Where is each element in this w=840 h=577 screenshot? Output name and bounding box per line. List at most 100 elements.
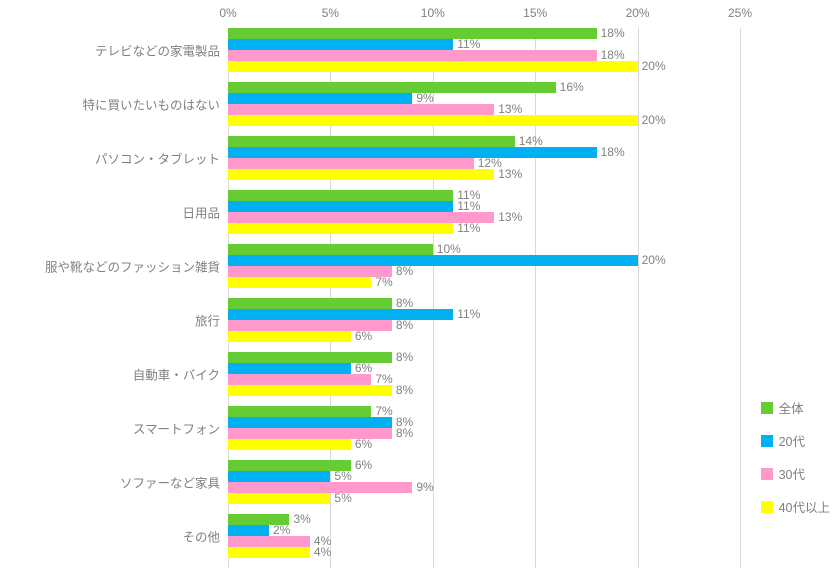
bar bbox=[228, 82, 556, 93]
bar bbox=[228, 417, 392, 428]
bar-value-label: 8% bbox=[392, 385, 413, 396]
bar-value-label: 20% bbox=[638, 61, 666, 72]
bar-value-label: 18% bbox=[597, 147, 625, 158]
plot-area: 18%11%18%20%16%9%13%20%14%18%12%13%11%11… bbox=[228, 28, 740, 568]
bar-value-label: 16% bbox=[556, 82, 584, 93]
bar bbox=[228, 363, 351, 374]
bar-value-label: 20% bbox=[638, 115, 666, 126]
bar bbox=[228, 439, 351, 450]
bar bbox=[228, 223, 453, 234]
bar-value-label: 8% bbox=[392, 352, 413, 363]
legend-swatch bbox=[761, 468, 773, 480]
bar bbox=[228, 115, 638, 126]
bar-value-label: 5% bbox=[330, 493, 351, 504]
bar bbox=[228, 547, 310, 558]
bar bbox=[228, 136, 515, 147]
legend-item: 20代 bbox=[761, 431, 830, 450]
bar-value-label: 13% bbox=[494, 169, 522, 180]
category-label: スマートフォン bbox=[0, 419, 220, 438]
category-label: パソコン・タブレット bbox=[0, 149, 220, 168]
bar-value-label: 13% bbox=[494, 104, 522, 115]
bar bbox=[228, 277, 371, 288]
bar bbox=[228, 536, 310, 547]
legend-label: 全体 bbox=[779, 398, 804, 417]
category-label: 日用品 bbox=[0, 203, 220, 222]
legend-label: 30代 bbox=[779, 464, 805, 483]
bar-value-label: 13% bbox=[494, 212, 522, 223]
category-label: 自動車・バイク bbox=[0, 365, 220, 384]
bar-value-label: 7% bbox=[371, 374, 392, 385]
bar bbox=[228, 471, 330, 482]
x-axis-tick-label: 0% bbox=[219, 6, 236, 20]
bar bbox=[228, 201, 453, 212]
category-label: ソファーなど家具 bbox=[0, 473, 220, 492]
bar-value-label: 11% bbox=[453, 201, 480, 212]
bar-value-label: 9% bbox=[412, 93, 433, 104]
chart-container: 0%5%10%15%20%25% 18%11%18%20%16%9%13%20%… bbox=[0, 0, 840, 577]
bar-value-label: 6% bbox=[351, 460, 372, 471]
bar-value-label: 8% bbox=[392, 320, 413, 331]
x-axis-tick-label: 10% bbox=[421, 6, 445, 20]
gridline bbox=[638, 28, 639, 568]
bar bbox=[228, 482, 412, 493]
category-label: テレビなどの家電製品 bbox=[0, 41, 220, 60]
bar-value-label: 6% bbox=[351, 439, 372, 450]
legend-swatch bbox=[761, 501, 773, 513]
bar bbox=[228, 169, 494, 180]
bar-value-label: 14% bbox=[515, 136, 543, 147]
bar-value-label: 18% bbox=[597, 50, 625, 61]
category-label: その他 bbox=[0, 527, 220, 546]
bar-value-label: 8% bbox=[392, 298, 413, 309]
bar bbox=[228, 460, 351, 471]
category-label: 特に買いたいものはない bbox=[0, 95, 220, 114]
bar bbox=[228, 385, 392, 396]
category-label: 服や靴などのファッション雑貨 bbox=[0, 257, 220, 276]
bar bbox=[228, 104, 494, 115]
bar-value-label: 18% bbox=[597, 28, 625, 39]
bar bbox=[228, 28, 597, 39]
bar bbox=[228, 298, 392, 309]
bar bbox=[228, 406, 371, 417]
bar-value-label: 2% bbox=[269, 525, 290, 536]
legend-item: 40代以上 bbox=[761, 497, 830, 516]
bar-value-label: 6% bbox=[351, 331, 372, 342]
bar-value-label: 5% bbox=[330, 471, 351, 482]
gridline bbox=[740, 28, 741, 568]
bar bbox=[228, 50, 597, 61]
bar-value-label: 10% bbox=[433, 244, 461, 255]
bar bbox=[228, 266, 392, 277]
bar-value-label: 11% bbox=[453, 39, 480, 50]
bar bbox=[228, 255, 638, 266]
x-axis-tick-label: 5% bbox=[322, 6, 339, 20]
bar-value-label: 7% bbox=[371, 406, 392, 417]
x-axis-tick-label: 20% bbox=[626, 6, 650, 20]
bar bbox=[228, 147, 597, 158]
legend-item: 30代 bbox=[761, 464, 830, 483]
legend-item: 全体 bbox=[761, 398, 830, 417]
bar bbox=[228, 158, 474, 169]
legend-label: 40代以上 bbox=[779, 497, 830, 516]
bar bbox=[228, 61, 638, 72]
bar bbox=[228, 39, 453, 50]
bar-value-label: 8% bbox=[392, 266, 413, 277]
bar bbox=[228, 374, 371, 385]
bar bbox=[228, 525, 269, 536]
category-label: 旅行 bbox=[0, 311, 220, 330]
bar bbox=[228, 190, 453, 201]
legend-label: 20代 bbox=[779, 431, 805, 450]
bar-value-label: 3% bbox=[289, 514, 310, 525]
bar-value-label: 20% bbox=[638, 255, 666, 266]
legend: 全体 20代 30代 40代以上 bbox=[761, 398, 830, 530]
bar bbox=[228, 93, 412, 104]
bar-value-label: 11% bbox=[453, 223, 480, 234]
bar bbox=[228, 493, 330, 504]
bar-value-label: 9% bbox=[412, 482, 433, 493]
bar bbox=[228, 331, 351, 342]
gridline bbox=[535, 28, 536, 568]
bar-value-label: 4% bbox=[310, 547, 331, 558]
x-axis-tick-label: 25% bbox=[728, 6, 752, 20]
bar bbox=[228, 212, 494, 223]
bar-value-label: 6% bbox=[351, 363, 372, 374]
legend-swatch bbox=[761, 435, 773, 447]
x-axis-tick-label: 15% bbox=[523, 6, 547, 20]
